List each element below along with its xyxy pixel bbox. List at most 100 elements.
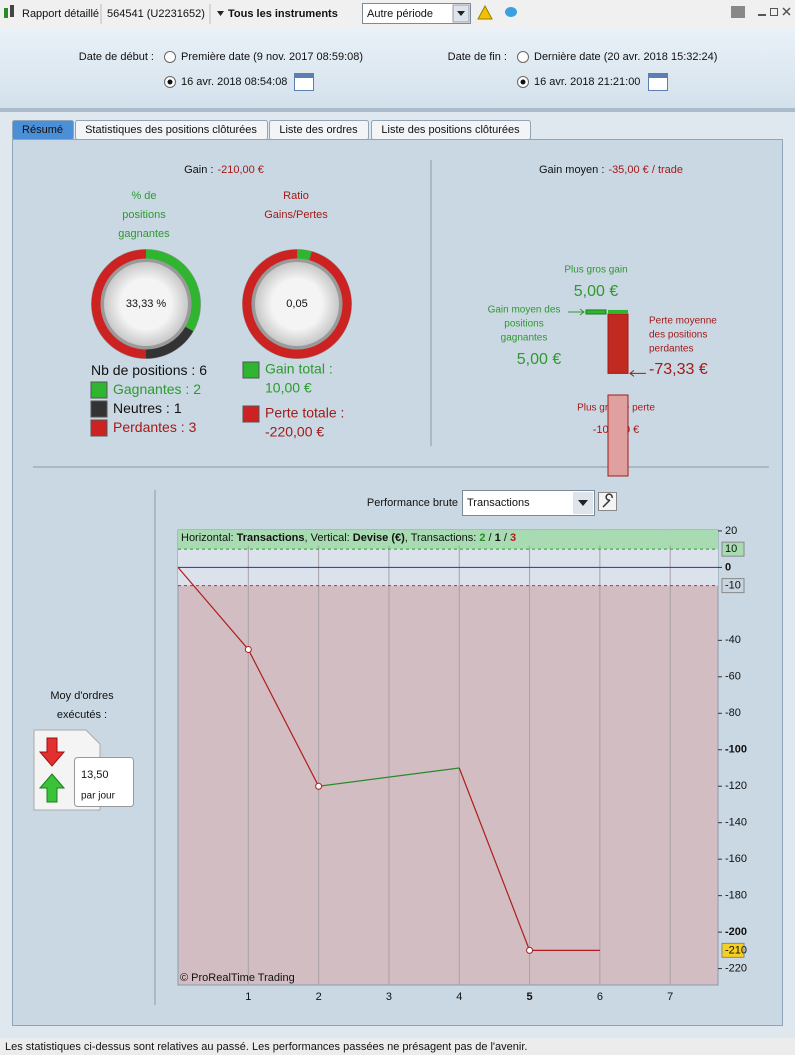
tab-label: Liste des ordres <box>279 124 358 136</box>
value: -73,33 € <box>649 361 708 378</box>
x-tick-label: 7 <box>667 991 673 1003</box>
label: Nb de positions : <box>91 362 195 378</box>
y-tick-label: -160 <box>725 853 747 865</box>
avg-gain: Gain moyen : -35,00 € / trade <box>539 164 683 176</box>
x-tick-label: 6 <box>597 991 603 1003</box>
positions-count: Nb de positions :6 <box>91 362 207 378</box>
tab-label: Résumé <box>22 124 63 136</box>
legend-swatch <box>242 405 260 423</box>
copyright: © ProRealTime Trading <box>180 972 295 984</box>
icon <box>10 5 14 17</box>
label: Gain moyen des <box>488 305 561 316</box>
header-part: , Vertical: <box>305 532 353 544</box>
pct-title: % de <box>131 190 156 202</box>
value-box <box>721 541 745 557</box>
value: 2 <box>193 381 201 397</box>
account[interactable]: 564541 (U2231652) <box>107 8 205 20</box>
legend-swatch <box>90 400 108 418</box>
header-part: 2 <box>479 532 485 544</box>
label: perdantes <box>649 344 693 355</box>
legend-swatch <box>90 419 108 437</box>
print-icon[interactable] <box>731 6 745 18</box>
ratio-title: Ratio <box>283 190 309 202</box>
chat-icon[interactable] <box>505 7 517 17</box>
selector-value: Transactions <box>467 497 530 509</box>
tab[interactable] <box>75 120 268 140</box>
instruments[interactable]: Tous les instruments <box>228 8 338 20</box>
donut-segment <box>91 249 147 359</box>
point <box>526 946 534 954</box>
y-tick-label: -40 <box>725 634 741 646</box>
label: Perdantes : <box>113 419 185 435</box>
value-box-label: -10 <box>725 580 741 592</box>
donut-value: 33,33 % <box>126 298 167 310</box>
header-part: 1 <box>495 532 501 544</box>
donut-center <box>255 262 339 346</box>
point <box>315 782 323 790</box>
gain: Gain : -210,00 € <box>184 164 264 176</box>
start-custom: 16 avr. 2018 08:54:08 <box>181 76 287 88</box>
line-segment <box>318 767 460 787</box>
radio[interactable] <box>517 51 529 63</box>
y-tick-label: 0 <box>725 561 731 573</box>
donut-segment <box>145 326 194 359</box>
y-tick-label: -100 <box>725 744 747 756</box>
start-first: Première date (9 nov. 2017 08:59:08) <box>181 51 363 63</box>
pct-title: gagnantes <box>118 228 170 240</box>
bar <box>607 313 629 374</box>
tab[interactable] <box>12 120 74 140</box>
point <box>244 645 252 653</box>
total-name: Gain total : <box>265 361 333 377</box>
end-last: Dernière date (20 avr. 2018 15:32:24) <box>534 51 717 63</box>
legend-swatch <box>242 361 260 379</box>
value: 5,00 € <box>517 351 562 368</box>
chart-header <box>178 530 718 546</box>
gain-label: Gain : <box>184 164 213 176</box>
legend-entry: Neutres :1 <box>113 400 182 416</box>
orders-unit: par jour <box>81 791 116 802</box>
report-button[interactable]: Rapport détaillé <box>22 8 99 20</box>
legend-entry: Perdantes :3 <box>113 419 197 435</box>
tab[interactable] <box>269 120 369 140</box>
line-segment <box>177 566 249 650</box>
label: gagnantes <box>501 333 548 344</box>
chart-selector[interactable] <box>462 490 595 516</box>
donut-value: 0,05 <box>286 298 307 310</box>
total-name: Perte totale : <box>265 405 344 421</box>
plot-area <box>177 529 719 986</box>
y-tick-label: -140 <box>725 817 747 829</box>
y-tick-label: -120 <box>725 780 747 792</box>
label: Plus gros gain <box>564 265 627 276</box>
bar <box>607 394 629 477</box>
footer: Les statistiques ci-dessus sont relative… <box>5 1041 527 1053</box>
donut-segment <box>242 249 352 359</box>
y-tick-label: -180 <box>725 890 747 902</box>
value-box <box>721 578 745 594</box>
warning-icon[interactable] <box>477 4 493 20</box>
bar <box>608 309 628 314</box>
chart-header-text: Horizontal: Transactions, Vertical: Devi… <box>181 532 516 544</box>
y-tick-label: 20 <box>725 525 737 537</box>
ratio-title: Gains/Pertes <box>264 209 328 221</box>
arrow <box>629 369 646 377</box>
start-label: Date de début : <box>79 51 154 63</box>
orders-label: exécutés : <box>57 709 107 721</box>
tab[interactable] <box>371 120 531 140</box>
value-box-label: -210 <box>725 944 747 956</box>
value-box-label: 10 <box>725 543 737 555</box>
tab-label: Statistiques des positions clôturées <box>85 124 257 136</box>
period-select[interactable] <box>362 3 471 24</box>
dropdown-arrow <box>217 11 224 16</box>
legend-swatch <box>90 381 108 399</box>
bar <box>585 309 607 315</box>
x-tick-label: 2 <box>316 991 322 1003</box>
radio[interactable] <box>164 51 176 63</box>
y-tick-label: -220 <box>725 962 747 974</box>
icon <box>4 8 8 18</box>
gain-value: -210,00 € <box>217 164 263 176</box>
x-tick-label: 5 <box>527 991 533 1003</box>
y-tick-label: -80 <box>725 707 741 719</box>
value: 6 <box>199 362 207 378</box>
